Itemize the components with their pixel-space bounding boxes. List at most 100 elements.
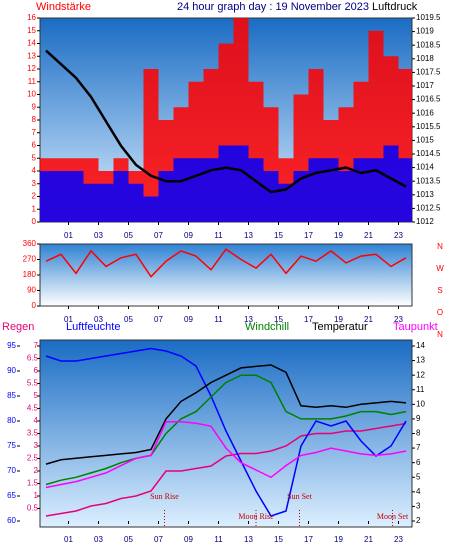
y-tick-label: 95	[7, 341, 16, 350]
y-tick-label: 1015	[416, 136, 434, 145]
x-tick-label: 01	[64, 231, 73, 240]
compass-label: W	[436, 264, 444, 273]
x-tick-label: 13	[244, 315, 253, 324]
y-tick-label: 11	[28, 77, 37, 86]
y-tick-label: 6.5	[27, 354, 39, 363]
y-tick-label: 3.5	[27, 429, 39, 438]
x-tick-label: 23	[394, 535, 403, 544]
wind-bar	[368, 158, 384, 222]
y-tick-label: 1014	[416, 163, 434, 172]
pressure-label: Luftdruck	[372, 1, 418, 13]
y-tick-label: 9	[32, 102, 37, 111]
y-tick-label: 85	[7, 391, 16, 400]
series-line	[45, 49, 407, 194]
y-tick-label: 3	[416, 502, 421, 511]
y-tick-label: 1016	[416, 108, 434, 117]
wind-bar	[203, 158, 219, 222]
x-tick-label: 05	[124, 231, 133, 240]
y-tick-label: 12	[27, 64, 36, 73]
wind-bar	[308, 158, 324, 222]
panel-direction	[39, 243, 413, 307]
y-tick-label: 1019.5	[416, 13, 441, 22]
x-tick-label: 11	[214, 535, 223, 544]
y-tick-label: 2.5	[27, 454, 39, 463]
x-tick-label: 15	[274, 315, 283, 324]
windchill-label: Windchill	[245, 321, 289, 333]
y-tick-label: 3	[32, 179, 37, 188]
wind-bar	[128, 183, 144, 222]
y-tick-label: 16	[27, 13, 36, 22]
y-tick-label: 3	[34, 441, 39, 450]
x-tick-label: 21	[364, 535, 373, 544]
y-tick-label: 70	[7, 466, 16, 475]
x-tick-label: 17	[304, 315, 313, 324]
x-tick-label: 01	[64, 535, 73, 544]
title: 24 hour graph day : 19 November 2023	[177, 1, 369, 13]
y-tick-label: 8	[416, 429, 421, 438]
y-tick-label: 7	[34, 341, 39, 350]
x-tick-label: 03	[94, 315, 103, 324]
wind-bar	[398, 158, 412, 222]
y-tick-label: 65	[7, 491, 16, 500]
y-tick-label: 14	[27, 39, 36, 48]
wind-bar	[278, 183, 294, 222]
y-tick-label: 270	[23, 255, 37, 264]
y-tick-label: 6	[416, 458, 421, 467]
y-tick-label: 1014.5	[416, 149, 441, 158]
wind-bar	[83, 183, 99, 222]
x-tick-label: 23	[394, 231, 403, 240]
annotation: Sun Set	[287, 492, 312, 501]
compass-label: O	[437, 308, 443, 317]
x-tick-label: 17	[304, 535, 313, 544]
wind-bar	[188, 158, 204, 222]
wind-bar	[143, 69, 159, 222]
x-tick-label: 03	[94, 231, 103, 240]
x-tick-label: 15	[274, 231, 283, 240]
y-tick-label: 1012	[416, 217, 434, 226]
y-tick-label: 13	[416, 356, 425, 365]
wind-bar	[53, 171, 69, 222]
y-tick-label: 8	[32, 115, 37, 124]
x-tick-label: 13	[244, 535, 253, 544]
wind-bar	[40, 171, 54, 222]
x-tick-label: 19	[334, 535, 343, 544]
y-tick-label: 2	[416, 516, 421, 525]
x-tick-label: 13	[244, 231, 253, 240]
y-tick-label: 5	[416, 472, 421, 481]
x-tick-label: 15	[274, 535, 283, 544]
wind-bar	[158, 171, 174, 222]
x-tick-label: 21	[364, 231, 373, 240]
x-tick-label: 19	[334, 315, 343, 324]
annotation: Moon Rise	[238, 512, 274, 521]
y-tick-label: 4	[34, 416, 39, 425]
y-tick-label: 13	[27, 51, 36, 60]
y-tick-label: 1012.5	[416, 204, 441, 213]
y-tick-label: 4.5	[27, 404, 39, 413]
compass-label: N	[437, 330, 443, 339]
x-tick-label: 09	[184, 535, 193, 544]
wind-bar	[113, 171, 129, 222]
y-tick-label: 80	[7, 416, 16, 425]
y-tick-label: 1013	[416, 190, 434, 199]
wind-bar	[233, 145, 249, 222]
x-tick-label: 07	[154, 535, 163, 544]
y-tick-label: 1017	[416, 81, 434, 90]
wind-bar	[143, 196, 159, 222]
y-tick-label: 60	[7, 516, 16, 525]
y-tick-label: 1018.5	[416, 40, 441, 49]
x-tick-label: 03	[94, 535, 103, 544]
wind-bar	[323, 158, 339, 222]
y-tick-label: 1015.5	[416, 122, 441, 131]
y-tick-label: 360	[23, 239, 37, 248]
y-tick-label: 9	[416, 414, 421, 423]
y-tick-label: 0	[32, 217, 37, 226]
y-tick-label: 11	[416, 385, 425, 394]
y-tick-label: 4	[416, 487, 421, 496]
y-tick-label: 6	[34, 366, 39, 375]
y-tick-label: 5	[32, 153, 37, 162]
temperature-label: Temperatur	[312, 321, 368, 333]
y-tick-label: 14	[416, 341, 425, 350]
annotation: Moon Set	[377, 512, 409, 521]
y-tick-label: 1019	[416, 27, 434, 36]
x-tick-label: 19	[334, 231, 343, 240]
